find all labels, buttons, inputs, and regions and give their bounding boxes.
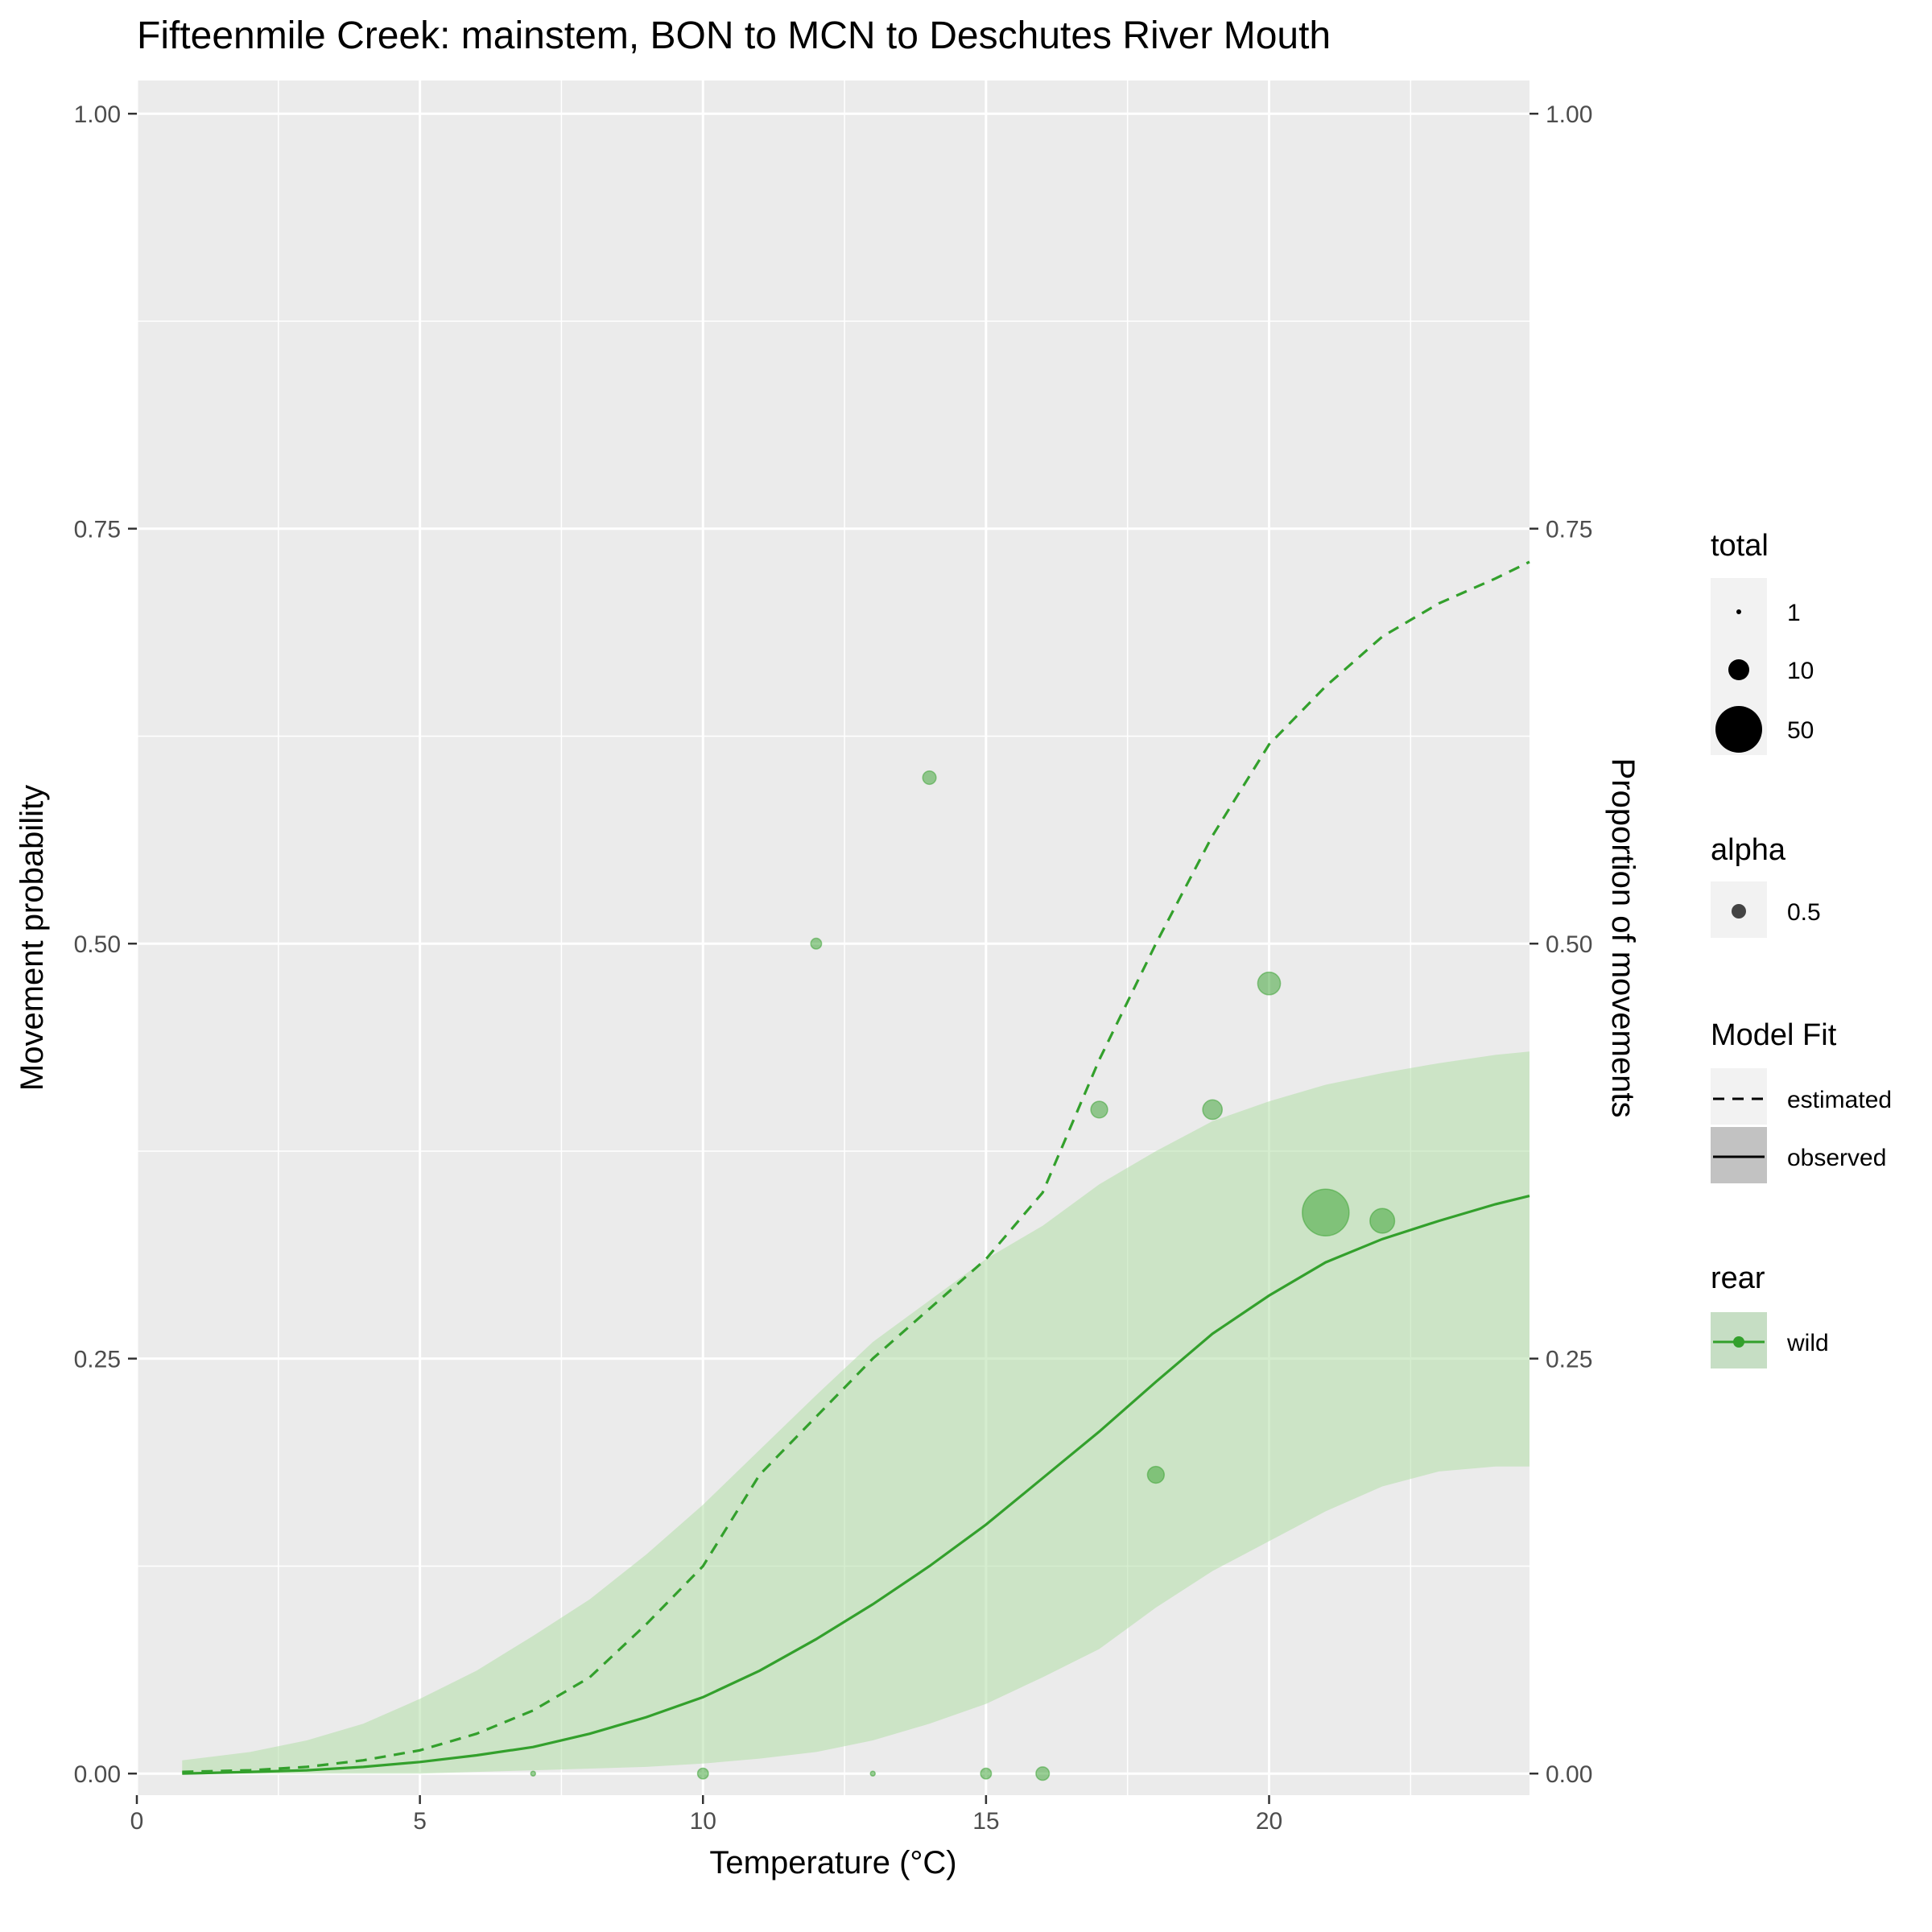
legend: total 1 10 50 alpha 0.5 Model Fit estima… (1711, 529, 1892, 1368)
legend-rear: rear wild (1711, 1261, 1829, 1368)
y-axis-left: 0.00 0.25 0.50 0.75 1.00 (74, 101, 137, 1788)
data-point (810, 937, 823, 950)
data-point (696, 1767, 709, 1780)
y-tick-label: 0.75 (74, 517, 121, 543)
legend-model-fit-label: observed (1787, 1145, 1886, 1171)
data-point (1035, 1766, 1051, 1781)
legend-total-label: 50 (1787, 717, 1814, 744)
x-axis: 0 5 10 15 20 (130, 1795, 1282, 1835)
y-tick-label: 0.25 (74, 1347, 121, 1373)
data-point (1090, 1100, 1108, 1119)
y-tick-label: 1.00 (74, 101, 121, 128)
data-point (1369, 1208, 1396, 1234)
legend-total-label: 1 (1787, 600, 1801, 626)
data-point (1202, 1099, 1224, 1121)
y2-tick-label: 0.00 (1546, 1761, 1592, 1788)
data-point (530, 1770, 537, 1777)
data-point (1302, 1188, 1350, 1237)
x-tick-label: 10 (690, 1808, 716, 1835)
legend-rear-label: wild (1786, 1330, 1829, 1356)
data-point (980, 1767, 993, 1780)
legend-size-key-1 (1736, 609, 1741, 614)
legend-key-background (1711, 1068, 1767, 1125)
x-tick-label: 5 (413, 1808, 427, 1835)
x-axis-title: Temperature (°C) (709, 1845, 956, 1880)
data-point (1257, 971, 1282, 996)
series-line-estimated (182, 560, 1530, 1773)
observation-points (530, 770, 1396, 1781)
series-layer (182, 560, 1530, 1775)
plot-panel (135, 80, 1530, 1795)
confidence-ribbon-wild (182, 1051, 1530, 1774)
y-tick-label: 0.50 (74, 931, 121, 958)
chart-title: Fifteenmile Creek: mainstem, BON to MCN … (137, 14, 1331, 57)
legend-alpha: alpha 0.5 (1711, 833, 1821, 938)
legend-total-label: 10 (1787, 658, 1814, 684)
data-point (869, 1770, 876, 1777)
legend-size-key-50 (1715, 706, 1762, 753)
x-tick-label: 15 (972, 1808, 999, 1835)
y2-tick-label: 0.75 (1546, 517, 1592, 543)
legend-model-fit-title: Model Fit (1711, 1018, 1837, 1052)
legend-total: total 1 10 50 (1711, 529, 1814, 755)
y2-axis-title: Proportion of movements (1605, 758, 1641, 1118)
legend-key-background (1711, 578, 1767, 634)
legend-size-key-10 (1728, 659, 1749, 680)
y2-tick-label: 0.50 (1546, 931, 1592, 958)
y2-tick-label: 0.25 (1546, 1347, 1592, 1373)
y-tick-label: 0.00 (74, 1761, 121, 1788)
legend-alpha-title: alpha (1711, 833, 1786, 867)
legend-alpha-key (1732, 904, 1746, 919)
legend-total-title: total (1711, 529, 1769, 563)
series-line-observed (182, 1195, 1530, 1775)
y-axis-right: 0.00 0.25 0.50 0.75 1.00 (1530, 101, 1592, 1788)
major-gridlines (135, 80, 1530, 1795)
legend-rear-point (1733, 1336, 1744, 1348)
y2-tick-label: 1.00 (1546, 101, 1592, 128)
legend-alpha-label: 0.5 (1787, 899, 1821, 926)
data-point (922, 770, 937, 786)
x-tick-label: 20 (1256, 1808, 1282, 1835)
x-tick-label: 0 (130, 1808, 144, 1835)
legend-model-fit-label: estimated (1787, 1087, 1892, 1113)
legend-model-fit: Model Fit estimated observed (1711, 1018, 1892, 1183)
data-point (1146, 1465, 1166, 1484)
legend-key-background (1711, 1127, 1767, 1183)
y-axis-title: Movement probability (14, 785, 50, 1091)
legend-rear-title: rear (1711, 1261, 1765, 1295)
